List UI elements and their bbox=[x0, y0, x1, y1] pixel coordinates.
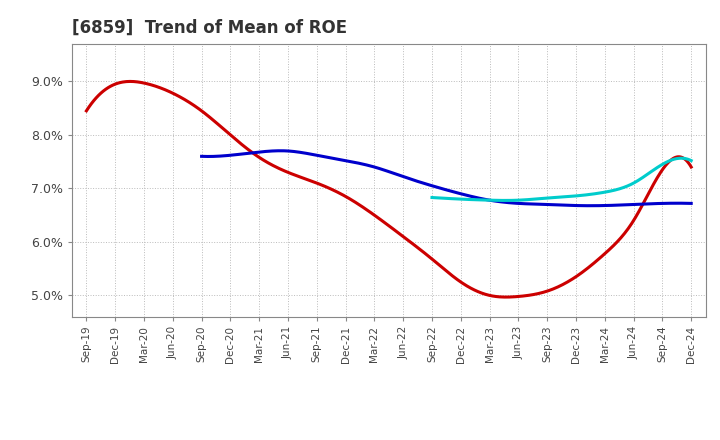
Text: [6859]  Trend of Mean of ROE: [6859] Trend of Mean of ROE bbox=[72, 19, 347, 37]
Legend: 3 Years, 5 Years, 7 Years, 10 Years: 3 Years, 5 Years, 7 Years, 10 Years bbox=[179, 438, 598, 440]
